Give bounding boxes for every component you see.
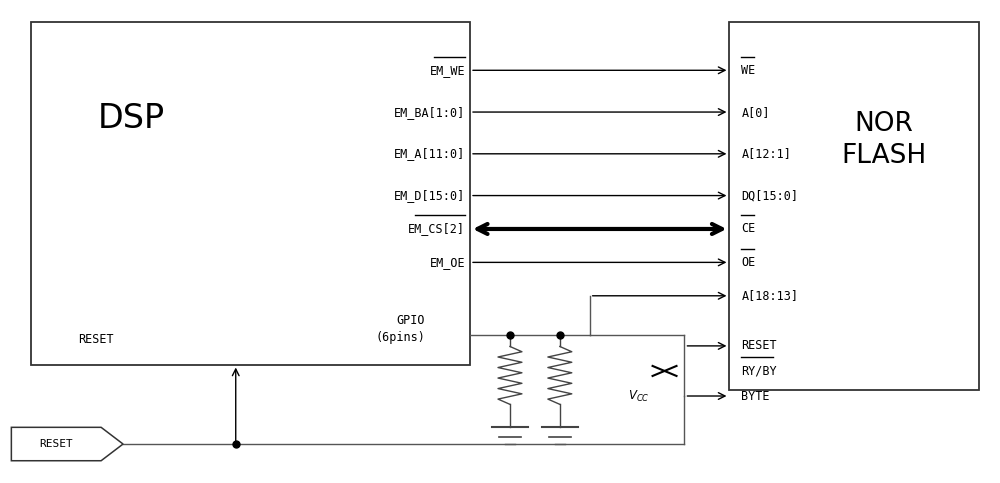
Text: DQ[15:0]: DQ[15:0] (741, 189, 798, 202)
Text: A[0]: A[0] (741, 106, 770, 118)
Text: WE: WE (741, 64, 756, 77)
Text: RESET: RESET (741, 340, 777, 353)
Text: $V_{CC}$: $V_{CC}$ (628, 388, 650, 404)
Text: OE: OE (741, 256, 756, 269)
Text: CE: CE (741, 223, 756, 236)
Text: BYTE: BYTE (741, 389, 770, 402)
Text: RY/BY: RY/BY (741, 365, 777, 377)
Text: A[18:13]: A[18:13] (741, 289, 798, 302)
Text: DSP: DSP (97, 101, 165, 135)
Text: NOR
FLASH: NOR FLASH (841, 111, 927, 169)
Bar (729, 22, 979, 390)
Text: EM_OE: EM_OE (429, 256, 465, 269)
Text: EM_WE: EM_WE (429, 64, 465, 77)
Text: RESET: RESET (78, 333, 114, 346)
Text: A[12:1]: A[12:1] (741, 147, 791, 160)
Text: EM_BA[1:0]: EM_BA[1:0] (394, 106, 465, 118)
Text: RESET: RESET (39, 439, 73, 449)
Text: EM_D[15:0]: EM_D[15:0] (394, 189, 465, 202)
Polygon shape (11, 427, 123, 461)
Text: EM_CS[2]: EM_CS[2] (408, 223, 465, 236)
Text: EM_A[11:0]: EM_A[11:0] (394, 147, 465, 160)
Bar (31, 22, 470, 365)
Text: GPIO
(6pins): GPIO (6pins) (375, 314, 425, 344)
